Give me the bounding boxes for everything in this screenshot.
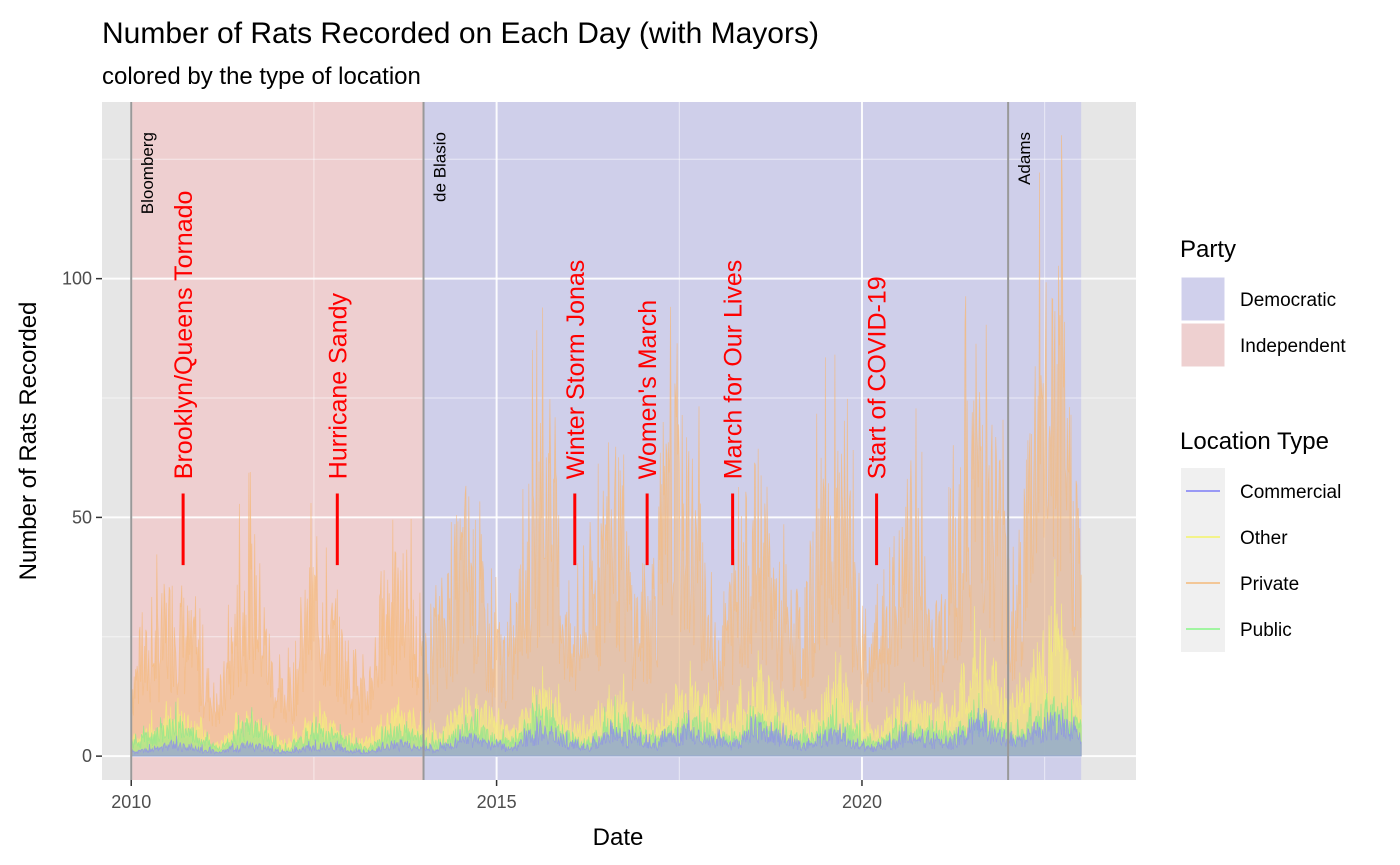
mayor-label: de Blasio xyxy=(431,132,450,202)
event-label: Women's March xyxy=(634,300,662,479)
mayor-label: Bloomberg xyxy=(138,132,157,214)
event-label: Hurricane Sandy xyxy=(324,292,352,479)
legend-location-label: Private xyxy=(1240,574,1299,595)
legend-location-title: Location Type xyxy=(1180,428,1329,455)
legend-party-swatch xyxy=(1180,276,1226,322)
legend-party-entries: Democratic Independent xyxy=(1180,276,1346,368)
legend-party-label: Independent xyxy=(1240,336,1346,357)
legend-party-title: Party xyxy=(1180,236,1236,263)
x-axis-label: Date xyxy=(593,824,644,851)
event-label: Brooklyn/Queens Tornado xyxy=(170,191,198,480)
y-tick-label: 50 xyxy=(72,507,92,527)
x-axis: 2010 2015 2020 xyxy=(111,780,882,812)
x-tick-label: 2015 xyxy=(477,792,517,812)
y-axis-label: Number of Rats Recorded xyxy=(15,302,42,581)
legend-location-label: Public xyxy=(1240,620,1292,641)
x-tick-label: 2010 xyxy=(111,792,151,812)
legend: Party Democratic Independent Location Typ… xyxy=(1180,236,1346,652)
chart-title: Number of Rats Recorded on Each Day (wit… xyxy=(102,17,819,50)
series-commercial xyxy=(130,707,1082,757)
legend-location-label: Other xyxy=(1240,528,1288,549)
mayor-label: Adams xyxy=(1015,132,1034,185)
x-tick-label: 2020 xyxy=(842,792,882,812)
mayor-lines: Bloomberg de Blasio Adams xyxy=(130,102,1034,780)
chart-subtitle: colored by the type of location xyxy=(102,63,421,90)
legend-location-entries: Commercial Other Private Public xyxy=(1181,468,1341,652)
event-label: Winter Storm Jonas xyxy=(562,260,590,480)
y-axis: 0 50 100 xyxy=(62,269,102,766)
event-annotations: Brooklyn/Queens Tornado Hurricane Sandy Wi… xyxy=(170,191,892,566)
legend-party-label: Democratic xyxy=(1240,290,1336,311)
y-tick-label: 100 xyxy=(62,269,92,289)
series-group xyxy=(130,135,1082,757)
legend-party-swatch xyxy=(1180,322,1226,368)
series-private xyxy=(130,135,1082,757)
event-label: March for Our Lives xyxy=(720,260,748,480)
series-other xyxy=(130,559,1082,757)
event-label: Start of COVID-19 xyxy=(864,276,892,479)
plot-panel: Bloomberg de Blasio Adams Brooklyn/Queens … xyxy=(102,102,1136,780)
legend-location-label: Commercial xyxy=(1240,482,1341,503)
y-tick-label: 0 xyxy=(82,746,92,766)
